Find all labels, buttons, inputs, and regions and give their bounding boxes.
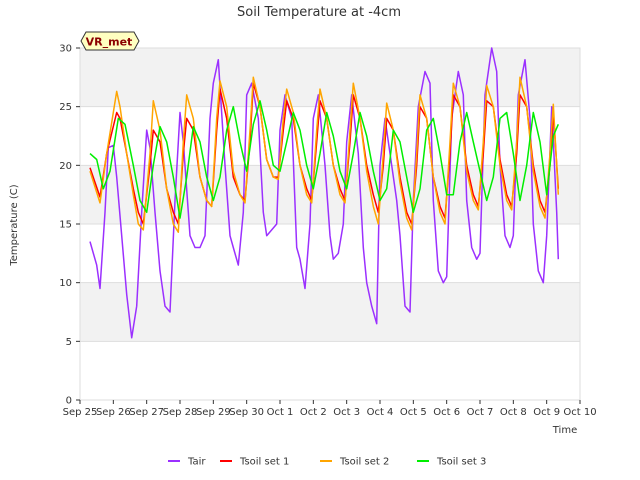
badge-label: VR_met: [86, 36, 133, 49]
y-tick-label: 30: [59, 44, 72, 55]
x-tick-label: Oct 9: [533, 407, 560, 418]
legend: Tair Tsoil set 1 Tsoil set 2 Tsoil set 3: [168, 457, 486, 468]
y-tick-label: 15: [59, 220, 72, 231]
y-axis-ticks: 0 5 10 15 20 25 30: [59, 44, 80, 407]
x-tick-label: Sep 28: [163, 407, 198, 418]
x-tick-label: Oct 6: [433, 407, 460, 418]
x-tick-label: Oct 5: [400, 407, 427, 418]
x-tick-label: Oct 3: [333, 407, 360, 418]
legend-label: Tair: [187, 457, 206, 468]
y-tick-label: 25: [59, 102, 72, 113]
x-tick-label: Oct 8: [500, 407, 527, 418]
vr-met-badge: VR_met: [80, 31, 140, 51]
x-tick-label: Oct 7: [467, 407, 494, 418]
plot-band: [80, 165, 580, 224]
y-tick-label: 10: [59, 278, 72, 289]
y-tick-label: 5: [66, 337, 72, 348]
x-axis-label: Time: [552, 425, 577, 436]
x-tick-label: Oct 2: [300, 407, 327, 418]
plot-band: [80, 48, 580, 107]
x-tick-label: Oct 10: [563, 407, 596, 418]
badge-shape: [80, 31, 140, 51]
plot-band: [80, 282, 580, 342]
x-tick-label: Sep 27: [129, 407, 164, 418]
series-lines: [89, 47, 560, 339]
legend-label: Tsoil set 1: [239, 457, 289, 468]
plot-band: [80, 341, 580, 400]
legend-label: Tsoil set 2: [339, 457, 389, 468]
series-line-tsoil-set-2: [89, 76, 560, 233]
y-tick-label: 20: [59, 161, 72, 172]
x-tick-label: Sep 25: [63, 407, 98, 418]
x-tick-label: Oct 4: [367, 407, 394, 418]
x-tick-label: Sep 30: [229, 407, 264, 418]
y-axis-label: Temperature (C): [9, 184, 20, 266]
legend-label: Tsoil set 3: [436, 457, 486, 468]
x-tick-label: Sep 29: [196, 407, 231, 418]
series-line-tair: [89, 47, 560, 339]
x-tick-label: Oct 1: [267, 407, 294, 418]
series-line-tsoil-set-3: [89, 100, 559, 219]
x-tick-label: Sep 26: [96, 407, 131, 418]
chart-title: Soil Temperature at -4cm: [237, 5, 401, 20]
y-tick-label: 0: [66, 396, 72, 407]
